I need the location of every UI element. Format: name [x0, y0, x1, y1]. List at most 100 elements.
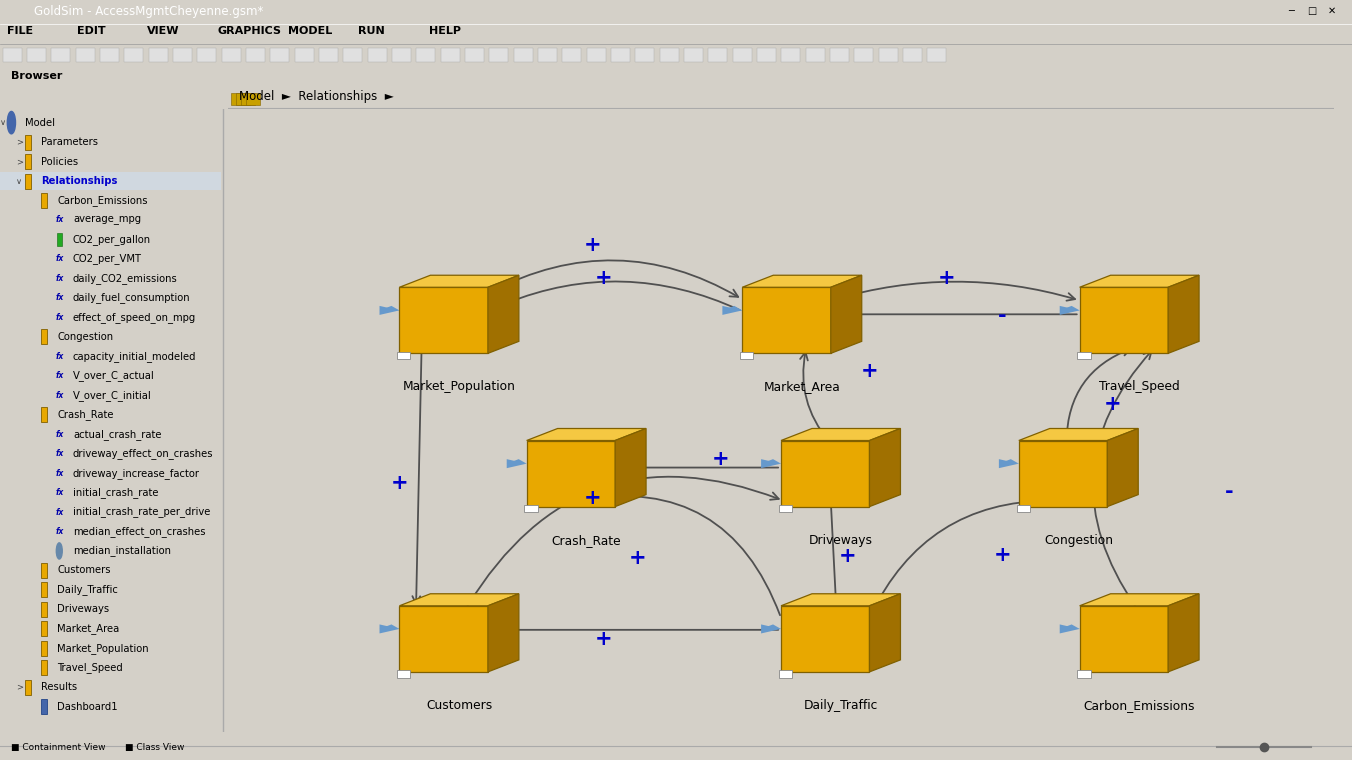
Text: RUN: RUN [358, 27, 385, 36]
FancyBboxPatch shape [611, 48, 630, 62]
FancyBboxPatch shape [41, 641, 47, 656]
Polygon shape [399, 594, 519, 606]
Text: Parameters: Parameters [41, 137, 99, 147]
FancyBboxPatch shape [41, 602, 47, 617]
FancyBboxPatch shape [51, 48, 70, 62]
Polygon shape [1060, 625, 1080, 633]
FancyBboxPatch shape [1017, 505, 1030, 512]
Polygon shape [742, 287, 830, 353]
Polygon shape [1019, 441, 1107, 507]
Polygon shape [1168, 275, 1199, 353]
Text: +: + [391, 473, 408, 492]
Text: Market_Area: Market_Area [57, 623, 119, 635]
Text: +: + [838, 546, 856, 566]
FancyBboxPatch shape [416, 48, 435, 62]
Polygon shape [380, 625, 399, 629]
FancyBboxPatch shape [733, 48, 752, 62]
Text: Model  ►  Relationships  ►: Model ► Relationships ► [239, 90, 393, 103]
Text: +: + [595, 268, 612, 288]
FancyBboxPatch shape [1078, 670, 1091, 678]
Text: EDIT: EDIT [77, 27, 105, 36]
FancyBboxPatch shape [124, 48, 143, 62]
FancyBboxPatch shape [231, 93, 245, 105]
Text: initial_crash_rate: initial_crash_rate [73, 487, 158, 498]
Polygon shape [399, 275, 519, 287]
Text: V_over_C_actual: V_over_C_actual [73, 370, 154, 382]
Text: MODEL: MODEL [288, 27, 333, 36]
Text: fx: fx [55, 352, 64, 361]
Text: Driveways: Driveways [808, 534, 873, 546]
FancyBboxPatch shape [489, 48, 508, 62]
Text: Crash_Rate: Crash_Rate [552, 534, 621, 546]
Polygon shape [507, 459, 527, 464]
Text: fx: fx [55, 391, 64, 400]
Polygon shape [1107, 429, 1138, 507]
Text: Travel_Speed: Travel_Speed [57, 662, 123, 673]
Text: median_effect_on_crashes: median_effect_on_crashes [73, 526, 206, 537]
Text: daily_CO2_emissions: daily_CO2_emissions [73, 273, 177, 283]
FancyBboxPatch shape [270, 48, 289, 62]
Polygon shape [1080, 606, 1168, 672]
Text: Daily_Traffic: Daily_Traffic [57, 584, 118, 595]
Polygon shape [380, 625, 399, 633]
Polygon shape [761, 625, 781, 629]
Text: fx: fx [55, 469, 64, 477]
Text: +: + [1105, 394, 1122, 414]
FancyBboxPatch shape [222, 48, 241, 62]
Text: Market_Area: Market_Area [764, 381, 841, 394]
FancyBboxPatch shape [27, 48, 46, 62]
FancyBboxPatch shape [41, 582, 47, 597]
Text: capacity_initial_modeled: capacity_initial_modeled [73, 351, 196, 362]
Text: ─: ─ [1288, 6, 1294, 16]
Text: +: + [629, 548, 646, 568]
Polygon shape [781, 429, 900, 441]
FancyBboxPatch shape [1078, 352, 1091, 359]
FancyBboxPatch shape [757, 48, 776, 62]
FancyBboxPatch shape [41, 193, 47, 208]
Polygon shape [869, 594, 900, 672]
Text: fx: fx [55, 274, 64, 283]
Polygon shape [761, 459, 781, 468]
FancyBboxPatch shape [241, 93, 254, 105]
Text: ∨: ∨ [0, 118, 7, 127]
Text: VIEW: VIEW [147, 27, 180, 36]
FancyBboxPatch shape [24, 135, 31, 150]
FancyBboxPatch shape [740, 352, 753, 359]
Polygon shape [830, 275, 861, 353]
Polygon shape [999, 459, 1019, 464]
Text: +: + [994, 545, 1011, 565]
Polygon shape [742, 275, 861, 287]
FancyBboxPatch shape [24, 679, 31, 695]
Text: GRAPHICS: GRAPHICS [218, 27, 281, 36]
Text: +: + [584, 235, 602, 255]
FancyBboxPatch shape [246, 48, 265, 62]
FancyBboxPatch shape [41, 660, 47, 675]
FancyBboxPatch shape [343, 48, 362, 62]
FancyBboxPatch shape [587, 48, 606, 62]
Text: CO2_per_VMT: CO2_per_VMT [73, 253, 142, 264]
FancyBboxPatch shape [660, 48, 679, 62]
Text: ■ Class View: ■ Class View [126, 743, 185, 752]
Text: fx: fx [55, 488, 64, 497]
Text: Carbon_Emissions: Carbon_Emissions [57, 195, 147, 206]
Text: ✕: ✕ [1328, 6, 1336, 16]
Text: fx: fx [55, 216, 64, 224]
Text: Carbon_Emissions: Carbon_Emissions [1083, 699, 1195, 712]
Text: fx: fx [55, 449, 64, 458]
Polygon shape [507, 459, 527, 468]
Text: fx: fx [55, 527, 64, 536]
Polygon shape [488, 275, 519, 353]
FancyBboxPatch shape [514, 48, 533, 62]
Polygon shape [380, 306, 399, 315]
Polygon shape [722, 306, 742, 315]
Polygon shape [527, 441, 615, 507]
FancyBboxPatch shape [41, 407, 47, 422]
FancyBboxPatch shape [635, 48, 654, 62]
Text: ∨: ∨ [16, 176, 22, 185]
Polygon shape [781, 606, 869, 672]
FancyBboxPatch shape [41, 699, 47, 714]
Text: >: > [16, 138, 23, 147]
Text: V_over_C_initial: V_over_C_initial [73, 390, 151, 401]
FancyBboxPatch shape [538, 48, 557, 62]
FancyBboxPatch shape [100, 48, 119, 62]
